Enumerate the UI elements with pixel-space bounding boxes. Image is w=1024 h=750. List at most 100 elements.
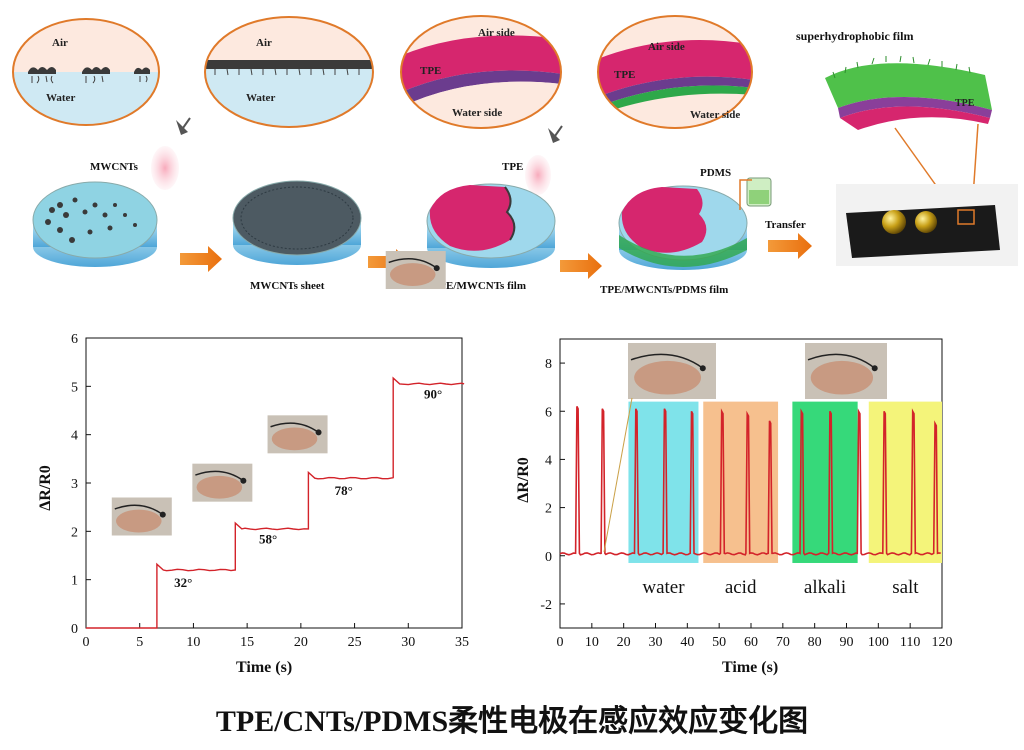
chart2-region-label-water: water <box>642 577 685 598</box>
dish-4: PDMS TPE/MWCNTs/PDMS film <box>600 167 772 296</box>
chart1-xlabel: Time (s) <box>236 659 292 676</box>
chart2-xtick-label: 40 <box>680 635 694 650</box>
chart1-photo-hand <box>271 427 318 451</box>
chart2-xtick-label: 80 <box>808 635 822 650</box>
chart1-photo-wire <box>114 504 164 516</box>
chart1-frame <box>85 337 463 629</box>
chart1-photo <box>385 251 446 289</box>
oval-4: Air side TPE Water side <box>597 15 753 129</box>
chart1-photo-electrode <box>433 265 440 272</box>
chart2-xlabel: Time (s) <box>722 659 778 676</box>
chart1-photo-wire <box>388 257 438 269</box>
chart1-ylabel: ΔR/R0 <box>37 465 54 511</box>
chart1-xtick-label: 30 <box>401 635 415 650</box>
chart1-xtick-label: 10 <box>186 635 200 650</box>
chart2-ytick-label: 4 <box>545 453 552 468</box>
chart-solution-response: -2 0 2 4 6 8 0 10 20 30 40 50 60 70 80 90 100 110 120 wat… <box>515 338 953 676</box>
chart1-ytick-label: 2 <box>71 525 78 540</box>
chart2-xtick-label: 120 <box>932 635 953 650</box>
chart1-xtick-label: 25 <box>348 635 362 650</box>
oval-2-top: Air <box>256 37 272 49</box>
chart2-xtick-label: 90 <box>840 635 854 650</box>
chart1-photo <box>192 463 253 502</box>
chart1-photo-electrode <box>159 511 166 518</box>
chart2-ytick-label: 8 <box>545 357 552 372</box>
superhydrophobic-film: superhydrophobic film TPE <box>796 29 992 213</box>
chart1-photo-electrode <box>315 429 322 436</box>
chart2-region-label-alkali: alkali <box>804 577 846 598</box>
dish-2: MWCNTs sheet <box>232 180 362 292</box>
oval-3-top: Air side <box>478 27 515 39</box>
oval-2-bottom: Water <box>246 92 275 104</box>
chart2-photo-alkali-wire <box>807 353 876 369</box>
oval-3-bottom: Water side <box>452 107 502 119</box>
dish-3: TPE TPE/MWCNTs film <box>426 125 563 292</box>
chart1-step-label: 90° <box>424 386 442 401</box>
chart1-ytick-label: 5 <box>71 380 78 395</box>
oval-4-bottom: Water side <box>690 109 740 121</box>
chart1-photo <box>267 415 328 454</box>
chart1-step-labels: 32° 58° 78° 90° <box>174 386 442 590</box>
chart1-ytick-label: 0 <box>71 622 78 637</box>
chart2-xtick-label: 110 <box>900 635 920 650</box>
film-title: superhydrophobic film <box>796 29 913 43</box>
chart2-finger-photos <box>603 343 887 553</box>
chart2-series-line <box>559 406 941 556</box>
chart2-photo-water-electrode <box>699 365 706 372</box>
oval-2: Air Water <box>204 16 374 128</box>
chart1-step-label: 78° <box>335 483 353 498</box>
chart2-photo-alkali <box>805 343 887 399</box>
chart1-xtick-label: 15 <box>240 635 254 650</box>
transfer-label: Transfer <box>765 219 806 231</box>
chart2-xtick-label: 70 <box>776 635 790 650</box>
chart1-step-label: 32° <box>174 575 192 590</box>
spray-2-label: TPE <box>502 161 523 173</box>
dish-1 <box>32 181 158 267</box>
chart1-x-ticks: 0 5 10 15 20 25 30 35 <box>83 623 469 650</box>
chart2-photo-water-wire <box>630 353 704 369</box>
chart2-ytick-label: 6 <box>545 405 552 420</box>
chart1-step-label: 58° <box>259 531 277 546</box>
chart2-region-label-salt: salt <box>892 577 919 598</box>
figure-caption: TPE/CNTs/PDMS柔性电极在感应效应变化图 <box>215 705 809 738</box>
arrow-3 <box>560 253 602 279</box>
oval-4-mid: TPE <box>614 69 635 81</box>
dish-3-label: TPE/MWCNTs film <box>432 280 526 292</box>
chart2-xtick-label: 50 <box>712 635 726 650</box>
dish-4-label: TPE/MWCNTs/PDMS film <box>600 284 728 296</box>
chart2-photo-water-hand <box>634 360 702 395</box>
chart2-ylabel: ΔR/R0 <box>515 457 532 503</box>
chart2-region-salt <box>868 401 942 563</box>
chart2-ytick-label: 0 <box>545 550 552 565</box>
chart1-xtick-label: 5 <box>136 635 143 650</box>
chart1-photo <box>111 497 172 536</box>
chart2-region-labels: water acid alkali salt <box>642 577 919 598</box>
chart1-series-line <box>86 376 465 629</box>
oval-3: Air side TPE Water side <box>400 15 562 129</box>
chart1-photo-wire <box>270 422 319 434</box>
film-tpe: TPE <box>955 98 975 109</box>
chart2-region-acid <box>703 401 779 563</box>
chart1-ytick-label: 1 <box>71 574 78 589</box>
chart2-photo-water-pointer <box>603 397 633 553</box>
oval-1-bottom: Water <box>46 92 75 104</box>
chart1-ytick-label: 6 <box>71 332 78 347</box>
chart1-photo-wire <box>195 470 244 482</box>
chart2-xtick-label: 30 <box>649 635 663 650</box>
oval-4-top: Air side <box>648 41 685 53</box>
chart1-photo-hand <box>115 509 162 533</box>
chart1-xtick-label: 20 <box>294 635 308 650</box>
chart2-photo-water <box>628 343 716 399</box>
chart2-xtick-label: 0 <box>557 635 564 650</box>
chart1-photo-hand <box>389 263 436 286</box>
chart2-xtick-label: 100 <box>868 635 889 650</box>
oval-3-mid: TPE <box>420 65 441 77</box>
chart1-ytick-label: 4 <box>71 429 78 444</box>
spray-1: MWCNTs <box>90 117 191 190</box>
chart1-y-ticks: 0 1 2 3 4 5 6 <box>71 332 91 637</box>
chart1-photo-electrode <box>240 477 247 484</box>
chart2-region-label-acid: acid <box>725 577 757 598</box>
arrow-1 <box>180 246 222 272</box>
chart1-xtick-label: 0 <box>83 635 90 650</box>
